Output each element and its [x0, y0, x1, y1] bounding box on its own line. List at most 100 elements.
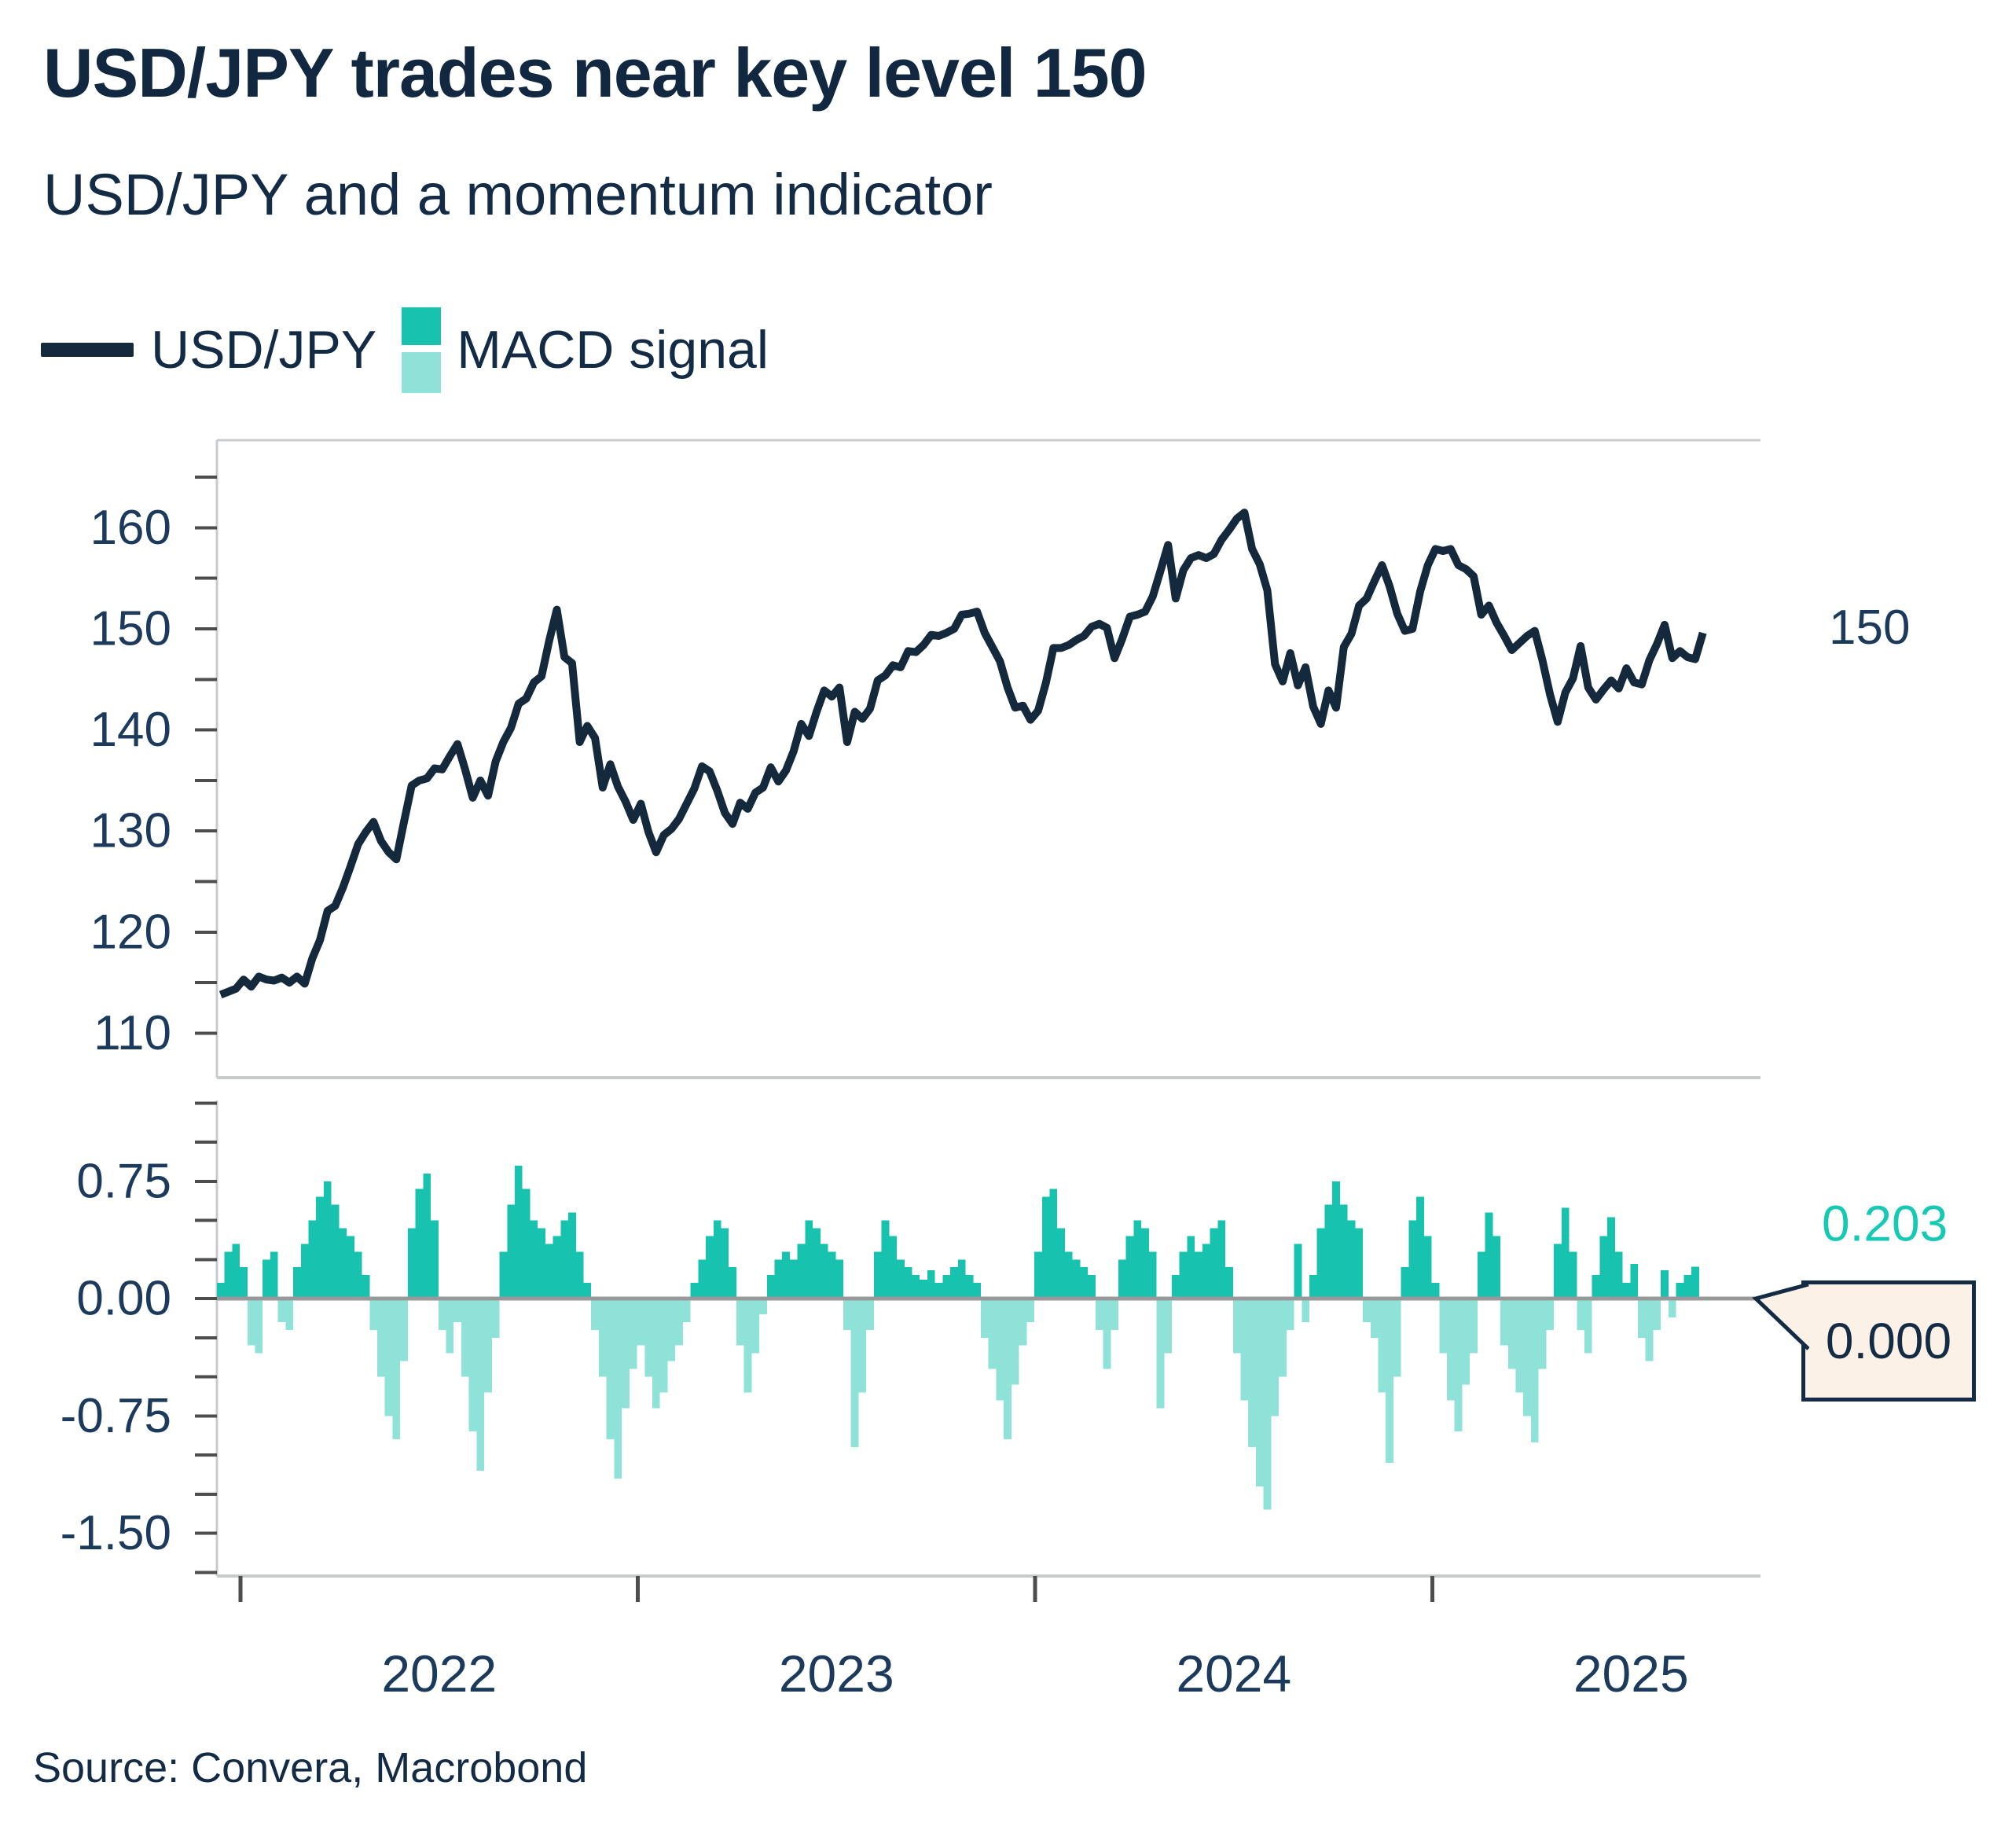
macd-bar [1408, 1220, 1417, 1299]
macd-bar [277, 1299, 286, 1322]
macd-bar [1363, 1299, 1371, 1322]
page-subtitle: USD/JPY and a momentum indicator [43, 162, 993, 227]
macd-axis-label: -1.50 [61, 1506, 171, 1560]
macd-bar [659, 1299, 668, 1393]
price-axis-label: 150 [90, 602, 171, 656]
macd-bar [1668, 1299, 1676, 1317]
macd-bar [1026, 1299, 1035, 1322]
macd-bar [1141, 1228, 1149, 1299]
macd-axis-label: -0.75 [61, 1389, 171, 1443]
macd-bar [1554, 1244, 1562, 1299]
macd-bar [1324, 1204, 1333, 1299]
macd-bar [293, 1267, 301, 1299]
macd-bar [1439, 1299, 1447, 1354]
macd-bar [1148, 1251, 1157, 1299]
macd-bar [1492, 1236, 1501, 1299]
macd-bar [1080, 1267, 1089, 1299]
macd-bar [1470, 1299, 1478, 1354]
macd-bar [606, 1299, 615, 1440]
macd-bar [1240, 1299, 1249, 1401]
page-title: USD/JPY trades near key level 150 [43, 34, 1147, 112]
macd-bar [1645, 1299, 1654, 1361]
macd-bar [598, 1299, 607, 1377]
macd-bar [583, 1283, 592, 1299]
macd-bar [942, 1275, 951, 1299]
macd-bar [1423, 1236, 1432, 1299]
macd-bar [1111, 1299, 1118, 1330]
macd-bar [980, 1299, 989, 1338]
macd-bar [1355, 1228, 1364, 1299]
x-axis-year-label: 2023 [779, 1644, 894, 1703]
macd-bar [1072, 1259, 1081, 1299]
macd-bar [1676, 1283, 1684, 1299]
macd-bar [461, 1299, 469, 1377]
macd-bar [446, 1299, 454, 1354]
macd-positive-swatch [402, 307, 442, 345]
macd-bar [1279, 1299, 1287, 1377]
macd-bar [1622, 1283, 1631, 1299]
macd-bar [1217, 1220, 1226, 1299]
macd-bar [759, 1299, 767, 1314]
macd-bar [1232, 1299, 1241, 1354]
macd-bar [1691, 1266, 1699, 1299]
macd-bar [1393, 1299, 1401, 1377]
macd-bar [614, 1299, 622, 1479]
macd-bar [263, 1259, 270, 1299]
macd-bar [713, 1220, 721, 1299]
macd-bar [1103, 1299, 1111, 1369]
macd-bar [1661, 1270, 1669, 1299]
macd-bar [973, 1283, 981, 1299]
macd-bar [1271, 1299, 1280, 1416]
macd-bar [392, 1299, 401, 1440]
macd-bar [1584, 1299, 1592, 1354]
macd-bar [1538, 1299, 1547, 1369]
macd-bar [1057, 1228, 1065, 1299]
macd-bar [438, 1299, 446, 1330]
macd-bar [1431, 1283, 1440, 1299]
macd-bar [285, 1299, 294, 1330]
macd-bar [1095, 1299, 1103, 1330]
macd-bar [1378, 1299, 1386, 1393]
macd-bar [1004, 1299, 1012, 1440]
macd-bar [675, 1299, 683, 1346]
macd-bar [1462, 1299, 1470, 1385]
macd-bar [1164, 1299, 1173, 1354]
macd-bar [407, 1228, 416, 1299]
macd-bar [1263, 1299, 1272, 1510]
macd-bar [514, 1165, 523, 1299]
macd-bar [843, 1299, 851, 1330]
macd-bar [1653, 1299, 1661, 1330]
legend: USD/JPY MACD signal [41, 299, 769, 401]
macd-bar [347, 1236, 354, 1299]
macd-bar [1156, 1299, 1165, 1409]
macd-bar [522, 1189, 531, 1299]
macd-bar [1187, 1236, 1195, 1299]
macd-bar [1477, 1251, 1485, 1299]
macd-bar [415, 1189, 424, 1299]
macd-bar [468, 1299, 477, 1432]
macd-bar [920, 1280, 927, 1299]
macd-bar [912, 1275, 920, 1299]
macd-bar [216, 1283, 225, 1299]
macd-bar [706, 1236, 714, 1299]
macd-bar [339, 1228, 347, 1299]
macd-bar [690, 1283, 699, 1299]
macd-bar [828, 1251, 836, 1299]
macd-bar [499, 1251, 508, 1299]
macd-bar [1599, 1236, 1608, 1299]
macd-bar [484, 1299, 492, 1393]
macd-bar [858, 1299, 867, 1393]
macd-bar [965, 1275, 974, 1299]
macd-bar [873, 1251, 882, 1299]
macd-bar [1316, 1228, 1325, 1299]
legend-label-usdjpy: USD/JPY [151, 320, 377, 380]
macd-bar [897, 1259, 905, 1299]
macd-bar [629, 1299, 637, 1369]
macd-bar [789, 1259, 798, 1299]
macd-bar [1248, 1299, 1256, 1448]
macd-bar [667, 1299, 676, 1361]
macd-bar [866, 1299, 874, 1330]
macd-bar [751, 1299, 760, 1354]
macd-bar [622, 1299, 630, 1409]
macd-bar [1049, 1189, 1058, 1299]
